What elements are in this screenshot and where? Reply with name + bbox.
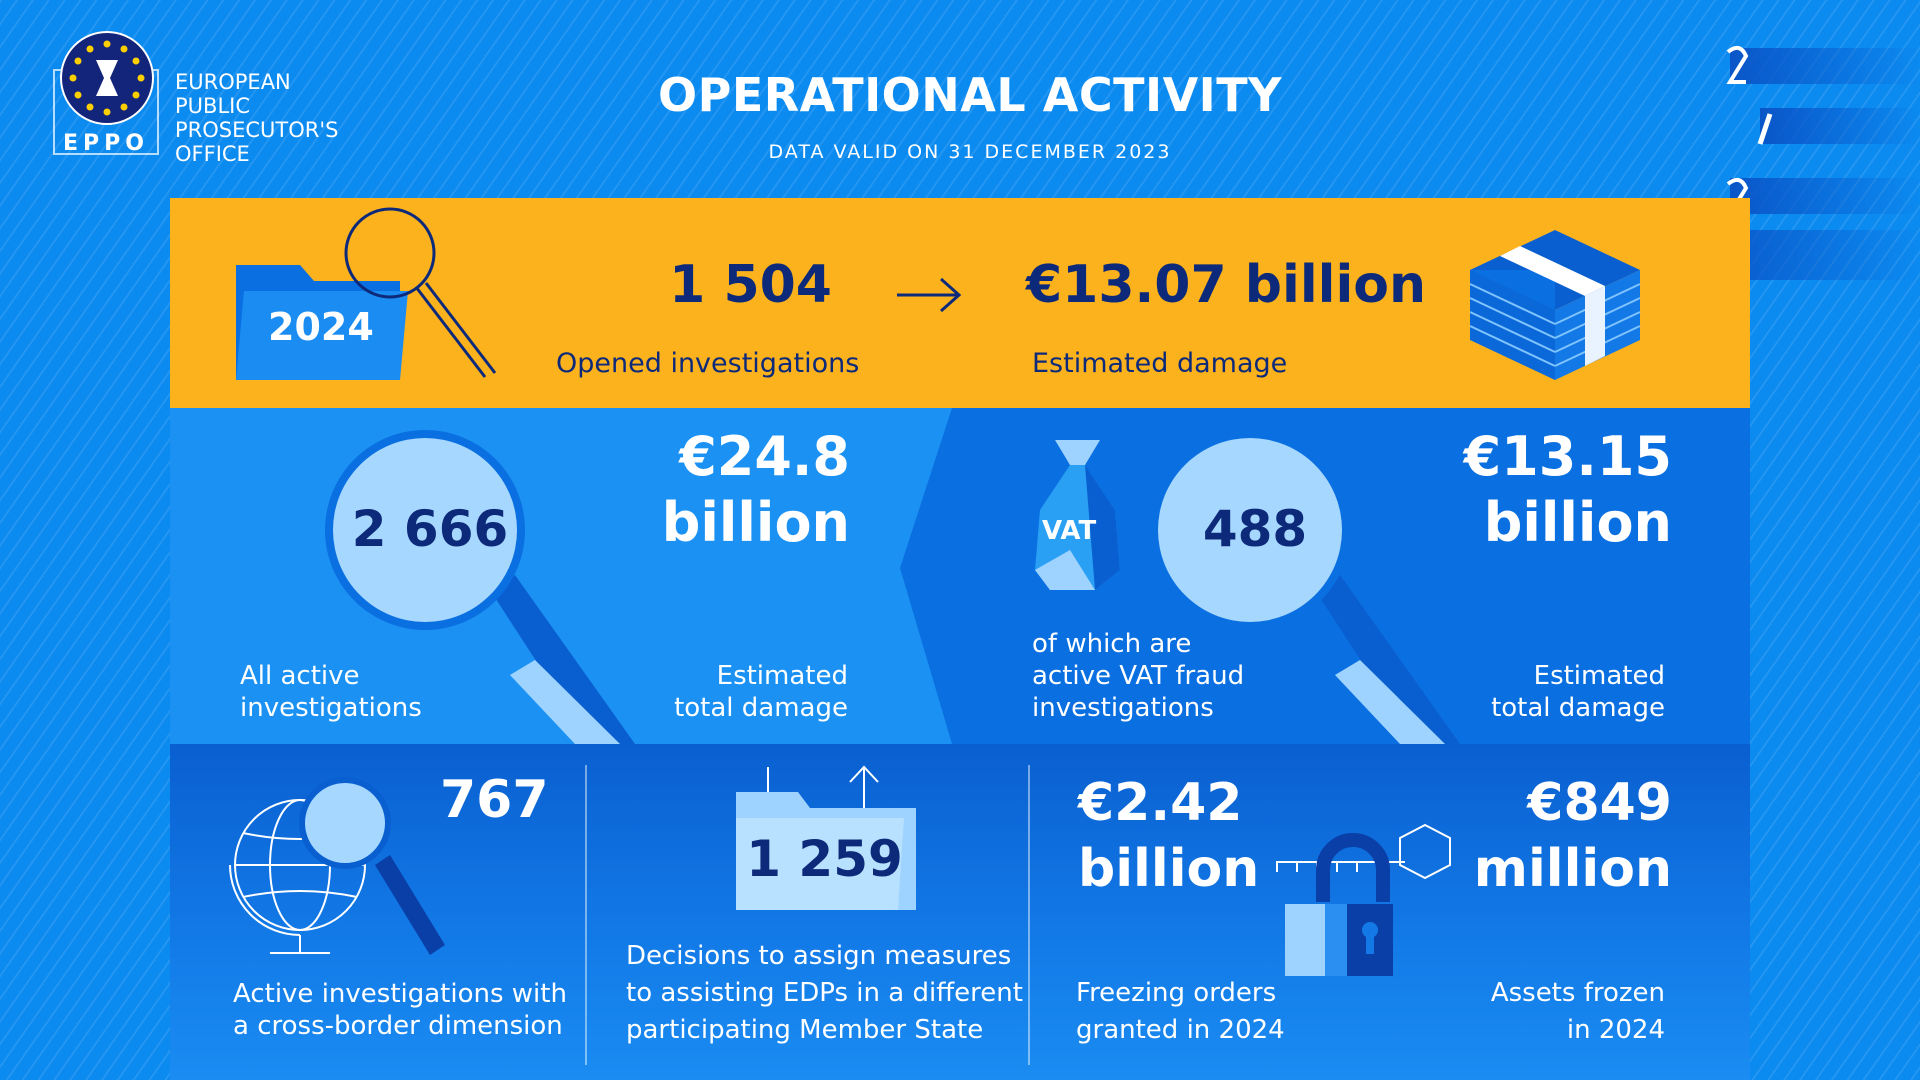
freezing-orders-value: €2.42 billion: [1078, 770, 1259, 902]
value-line: €24.8: [679, 425, 850, 488]
vat-damage-value: €13.15 billion: [1420, 424, 1672, 556]
label-line: to assisting EDPs in a different: [626, 978, 1023, 1008]
eppo-logo: [53, 31, 159, 155]
opened-investigations-label: Opened investigations: [556, 348, 860, 379]
label-line: Assets frozen: [1490, 978, 1665, 1008]
padlock-icon: [1276, 823, 1451, 976]
cross-border-value: 767: [440, 770, 549, 830]
total-damage-value: €24.8 billion: [600, 424, 850, 556]
freezing-orders-label: Freezing orders granted in 2024: [1076, 975, 1285, 1049]
arrow-right-icon: [897, 277, 962, 313]
magnifier-active-icon: [325, 430, 635, 744]
divider: [585, 765, 587, 1065]
vat-tag: VAT: [1042, 516, 1097, 546]
logo-name: EUROPEAN PUBLIC PROSECUTOR'S OFFICE: [175, 70, 338, 166]
assets-frozen-value: €849 million: [1440, 770, 1672, 902]
assets-frozen-label: Assets frozen in 2024: [1440, 975, 1665, 1049]
label-line: investigations: [240, 693, 422, 723]
estimated-damage-value: €13.07 billion: [1026, 255, 1427, 315]
value-line: billion: [1483, 491, 1672, 554]
label-line: a cross-border dimension: [233, 1011, 563, 1041]
label-line: Active investigations with: [233, 979, 567, 1009]
year-label: 2024: [268, 305, 374, 349]
label-line: of which are: [1032, 629, 1192, 659]
estimated-damage-label: Estimated damage: [1032, 348, 1288, 379]
label-line: active VAT fraud: [1032, 661, 1245, 691]
logo-line: EUROPEAN: [175, 70, 291, 94]
label-line: Estimated: [1533, 661, 1665, 691]
label-line: Estimated: [716, 661, 848, 691]
label-line: investigations: [1032, 693, 1214, 723]
label-line: granted in 2024: [1076, 1015, 1285, 1045]
folder-transfer-icon: [736, 765, 916, 910]
logo-line: PUBLIC: [175, 94, 250, 118]
label-line: Freezing orders: [1076, 978, 1277, 1008]
value-line: million: [1473, 839, 1672, 899]
active-investigations-value: 2 666: [351, 500, 509, 558]
value-line: €13.15: [1463, 425, 1672, 488]
money-stacks-icon: [1469, 230, 1641, 380]
label-line: total damage: [1491, 693, 1665, 723]
logo-line: PROSECUTOR'S: [175, 118, 339, 142]
label-line: All active: [240, 661, 360, 691]
page-title: OPERATIONAL ACTIVITY: [658, 68, 1282, 122]
label-line: total damage: [674, 693, 848, 723]
value-line: €849: [1527, 773, 1672, 833]
active-investigations-label: All active investigations: [240, 660, 422, 724]
label-line: Decisions to assign measures: [626, 941, 1012, 971]
globe-magnifier-icon: [229, 777, 445, 955]
cross-border-label: Active investigations with a cross-borde…: [233, 978, 567, 1042]
value-line: €2.42: [1078, 773, 1243, 833]
value-line: billion: [1078, 839, 1260, 899]
vat-bag-icon: [1035, 440, 1120, 590]
magnifier-vat-icon: [1150, 430, 1460, 744]
decisions-value: 1 259: [746, 830, 903, 888]
decisions-label: Decisions to assign measures to assistin…: [626, 938, 1023, 1049]
vat-investigations-value: 488: [1202, 500, 1308, 558]
label-line: in 2024: [1566, 1015, 1665, 1045]
eppo-acronym: EPPO: [63, 131, 149, 156]
vat-damage-label: Estimated total damage: [1420, 660, 1665, 724]
total-damage-label: Estimated total damage: [600, 660, 848, 724]
bottom-panel: [170, 744, 1750, 1080]
folder-magnifier-icon: [236, 207, 497, 380]
opened-investigations-value: 1 504: [669, 255, 832, 315]
logo-line: OFFICE: [175, 142, 250, 166]
divider: [1028, 765, 1030, 1065]
value-line: billion: [661, 491, 850, 554]
vat-investigations-label: of which are active VAT fraud investigat…: [1032, 628, 1244, 724]
label-line: participating Member State: [626, 1015, 984, 1045]
page-subtitle: DATA VALID ON 31 DECEMBER 2023: [768, 141, 1172, 163]
